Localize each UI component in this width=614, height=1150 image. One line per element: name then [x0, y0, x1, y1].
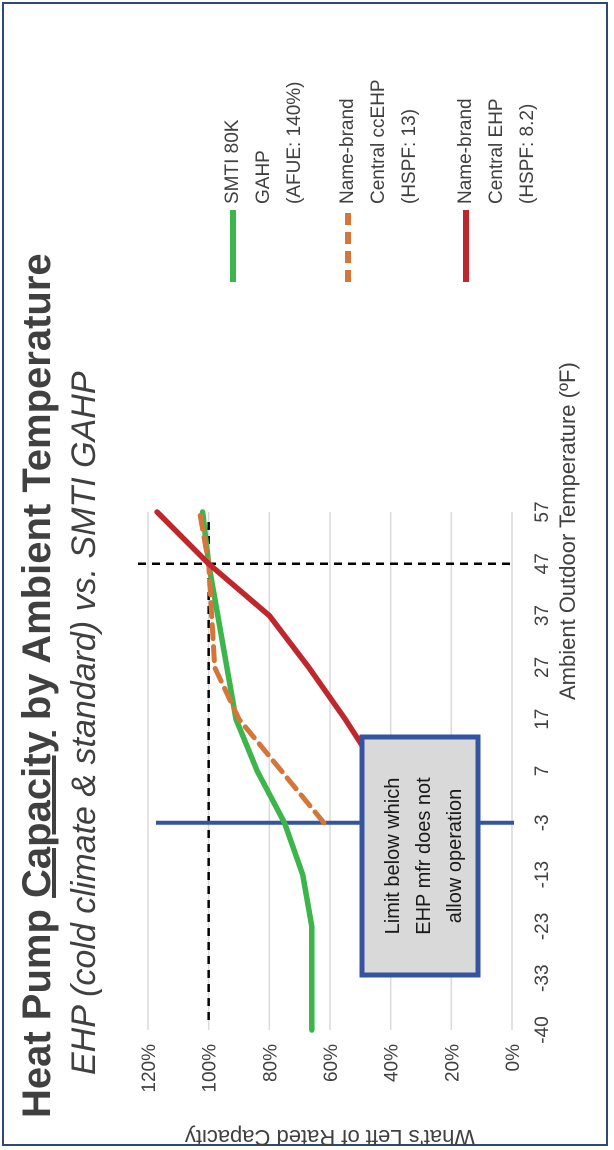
legend-label: Central ccEHP: [368, 79, 389, 204]
x-axis-label: Ambient Outdoor Temperature (ºF): [555, 362, 580, 700]
y-axis-label: What's Left of Rated Capacity: [185, 1125, 475, 1150]
title-part-capacity: Capacity: [15, 730, 59, 897]
y-tick-label: 60%: [321, 1044, 342, 1082]
annotation-box: [359, 734, 481, 978]
x-tick-label: 7: [532, 766, 553, 777]
annotation-text: EHP mfr does not: [413, 777, 435, 935]
chart-subtitle: EHP (cold climate & standard) vs. SMTI G…: [65, 371, 103, 1075]
y-tick-label: 120%: [139, 1044, 160, 1093]
legend-label: SMTI 80K: [222, 119, 243, 204]
y-tick-label: 80%: [260, 1044, 281, 1082]
x-tick-label: -40: [532, 1016, 553, 1043]
title-part-1: Heat Pump: [15, 898, 59, 1118]
y-tick-label: 40%: [382, 1044, 403, 1082]
x-tick-label: -13: [532, 861, 553, 888]
y-tick-label: 100%: [200, 1044, 221, 1093]
annotation-text: Limit below which: [382, 778, 404, 935]
annotation-layer: Limit below which EHP mfr does not allow o…: [359, 734, 481, 978]
x-tick-label: 37: [532, 605, 553, 626]
series-line-0: [199, 509, 315, 1033]
title-part-3: by Ambient Temperature: [15, 253, 59, 731]
legend-label: (HSPF: 8.2): [517, 104, 538, 204]
y-tick-label: 0%: [503, 1044, 524, 1072]
x-tick-label: -33: [532, 964, 553, 991]
y-tick-layer: 0% 20% 40% 60% 80% 100% 120%: [139, 1044, 524, 1093]
annotation-text: allow operation: [444, 789, 466, 924]
legend-label: GAHP: [253, 150, 274, 204]
x-tick-label: 27: [532, 657, 553, 678]
x-tick-label: 17: [532, 709, 553, 730]
y-tick-label: 20%: [442, 1044, 463, 1082]
x-tick-label: -23: [532, 913, 553, 940]
x-tick-label: -3: [532, 814, 553, 831]
chart-title: Heat Pump Capacity by Ambient Temperatur…: [15, 253, 59, 1118]
x-tick-layer: -40 -33 -23 -13 -3 7 17 27 37 47 57: [532, 501, 553, 1043]
legend-label: (AFUE: 140%): [284, 82, 305, 204]
legend-label: Name-brand: [455, 98, 476, 204]
legend-label: (HSPF: 13): [399, 109, 420, 204]
x-tick-label: 47: [532, 553, 553, 574]
x-tick-label: 57: [532, 501, 553, 522]
legend-label: Central EHP: [486, 98, 507, 204]
legend-layer: SMTI 80K GAHP (AFUE: 140%) Name-brand Centra…: [222, 79, 538, 282]
legend-label: Name-brand: [337, 98, 358, 204]
